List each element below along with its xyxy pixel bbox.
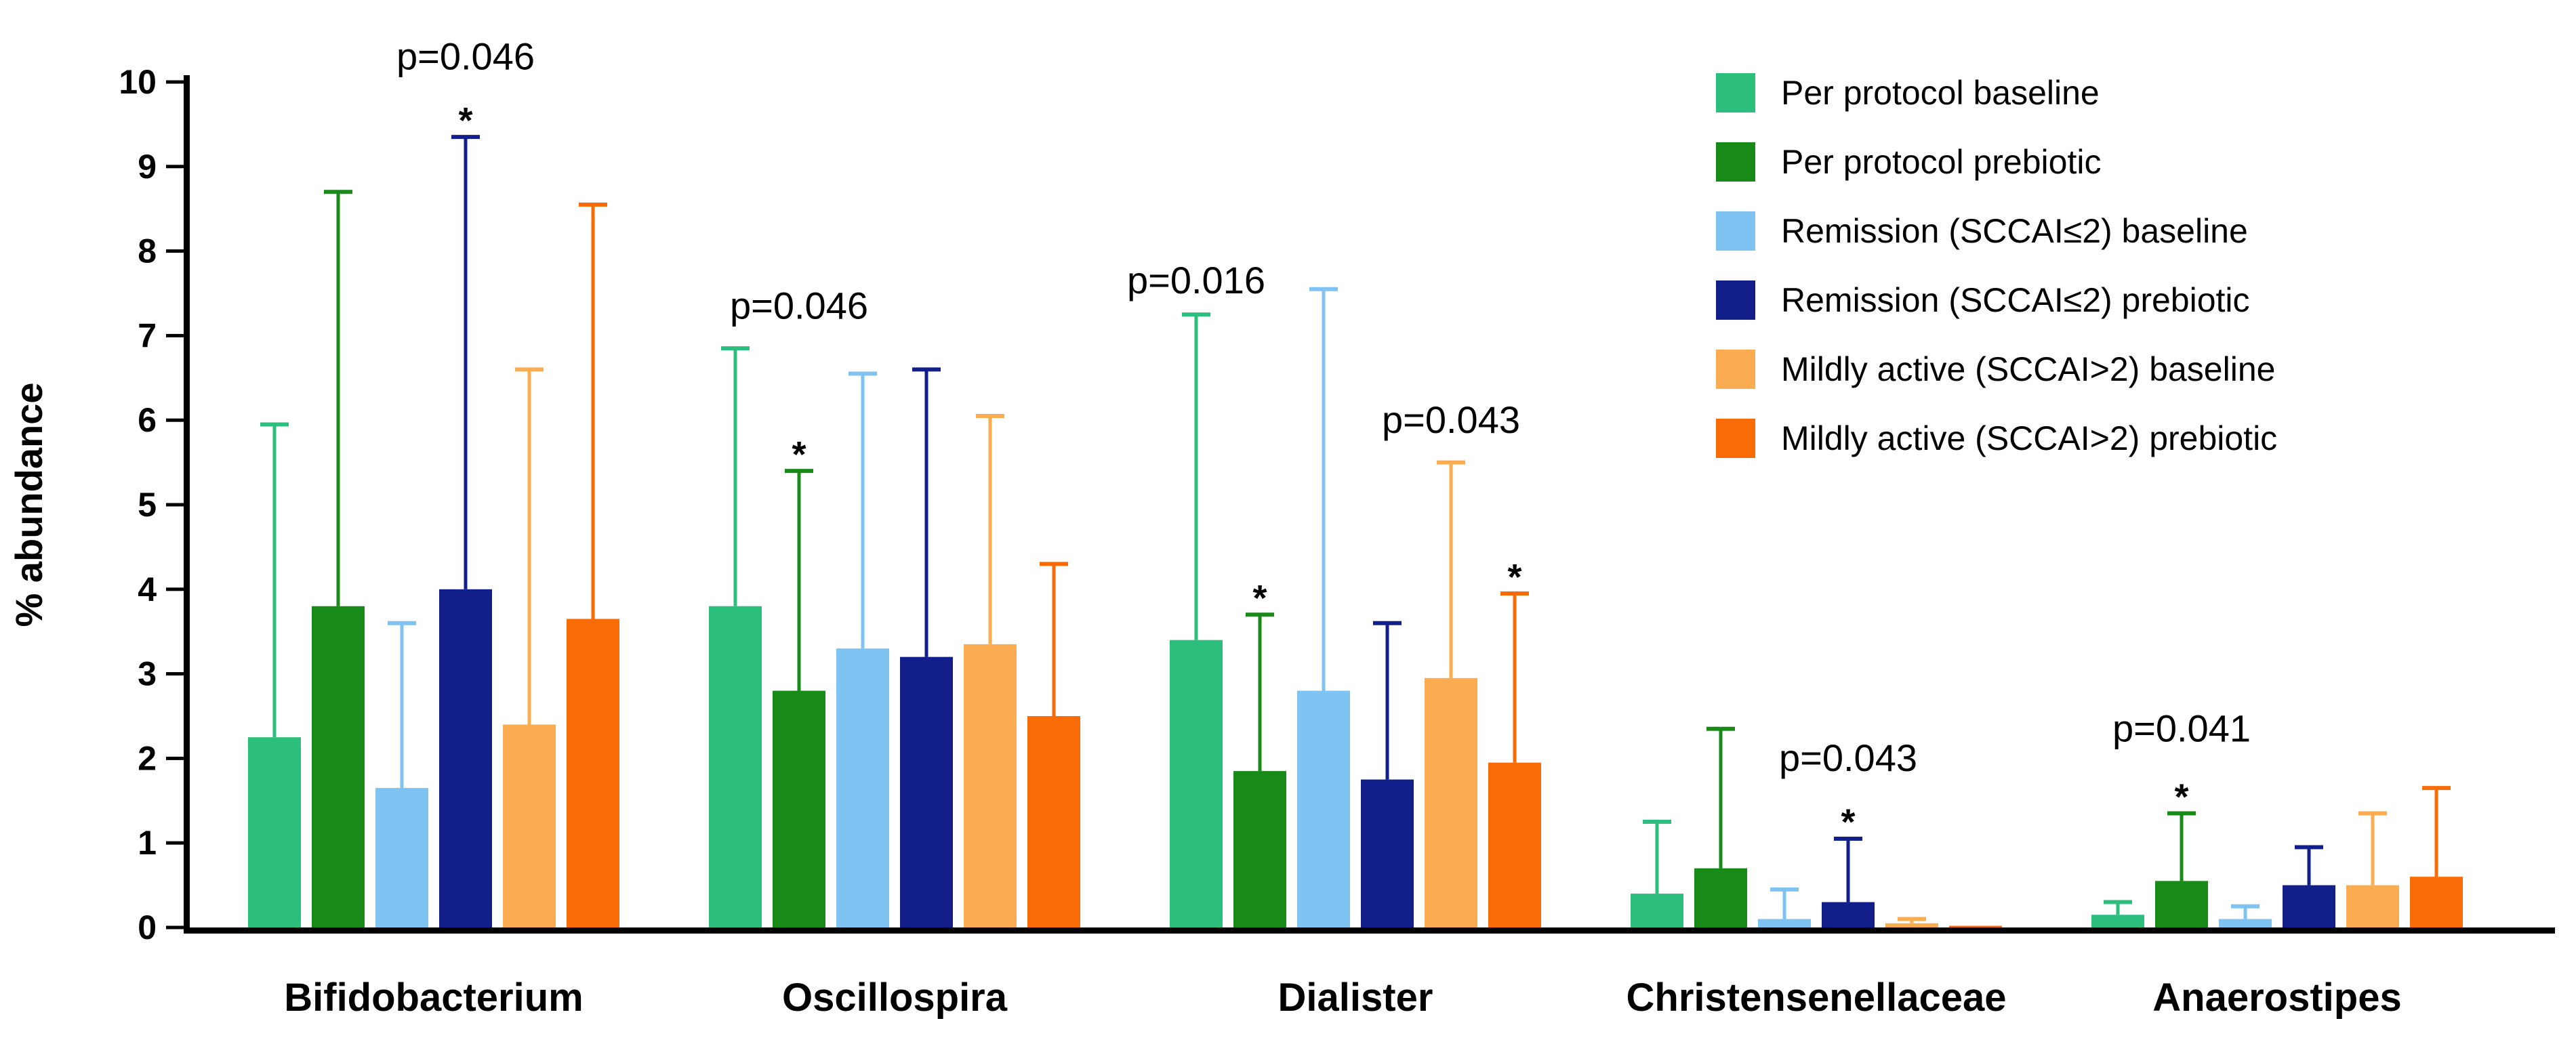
- y-tick: [166, 672, 184, 676]
- bar: [2155, 881, 2208, 927]
- y-tick: [166, 503, 184, 507]
- bar: [567, 619, 619, 927]
- significance-star: *: [792, 434, 806, 475]
- legend-label: Per protocol baseline: [1781, 74, 2100, 112]
- significance-star: *: [2174, 776, 2188, 817]
- p-value-label: p=0.041: [2112, 707, 2251, 749]
- y-axis-title: % abundance: [7, 383, 50, 627]
- y-tick: [166, 333, 184, 337]
- legend-label: Per protocol prebiotic: [1781, 143, 2101, 181]
- y-tick-label: 5: [138, 486, 157, 524]
- significance-star: *: [1507, 557, 1521, 598]
- legend-swatch: [1716, 419, 1755, 458]
- bar: [1425, 677, 1477, 927]
- y-tick: [166, 925, 184, 930]
- y-tick-label: 7: [138, 316, 157, 354]
- legend-swatch: [1716, 73, 1755, 112]
- y-tick-label: 6: [138, 401, 157, 439]
- y-tick: [166, 587, 184, 591]
- legend-label: Mildly active (SCCAI>2) prebiotic: [1781, 419, 2277, 457]
- y-tick: [166, 756, 184, 760]
- x-axis-line: [184, 927, 2555, 934]
- bar: [773, 690, 825, 927]
- x-category-label: Anaerostipes: [2152, 976, 2401, 1020]
- bar: [1949, 925, 2002, 927]
- legend-label: Remission (SCCAI≤2) baseline: [1781, 212, 2248, 250]
- y-tick-label: 9: [138, 148, 157, 186]
- y-tick: [166, 418, 184, 422]
- significance-star: *: [1841, 802, 1855, 843]
- bar: [900, 656, 953, 927]
- significance-star: *: [458, 100, 472, 141]
- x-category-label: Oscillospira: [782, 976, 1008, 1020]
- x-category-label: Bifidobacterium: [284, 976, 584, 1020]
- legend-label: Remission (SCCAI≤2) prebiotic: [1781, 281, 2250, 319]
- bar: [2410, 877, 2463, 927]
- y-tick-label: 2: [138, 739, 157, 777]
- y-tick-label: 3: [138, 655, 157, 693]
- bar: [1170, 640, 1223, 927]
- bar: [836, 648, 889, 927]
- bar: [709, 606, 762, 927]
- legend-label: Mildly active (SCCAI>2) baseline: [1781, 350, 2275, 388]
- bar: [1297, 690, 1350, 927]
- bar: [248, 737, 301, 927]
- significance-star: *: [1252, 578, 1267, 619]
- bar: [312, 606, 365, 927]
- bar: [375, 788, 428, 927]
- legend-swatch: [1716, 142, 1755, 182]
- bar: [1488, 762, 1541, 927]
- bar: [2283, 885, 2335, 927]
- y-tick-label: 8: [138, 232, 157, 270]
- bar: [1758, 919, 1811, 927]
- bar: [2346, 885, 2399, 927]
- x-category-label: Dialister: [1278, 976, 1433, 1020]
- legend-swatch: [1716, 350, 1755, 389]
- p-value-label: p=0.046: [396, 35, 535, 77]
- bar: [1822, 902, 1875, 927]
- p-value-label: p=0.043: [1382, 398, 1520, 441]
- bar: [1694, 868, 1747, 927]
- bar: [2219, 919, 2272, 927]
- bar: [1027, 716, 1080, 927]
- bar: [1885, 923, 1938, 927]
- legend-swatch: [1716, 280, 1755, 320]
- bar: [1361, 779, 1414, 927]
- p-value-label: p=0.046: [730, 284, 868, 327]
- y-tick: [166, 165, 184, 169]
- y-tick-label: 4: [138, 570, 157, 608]
- y-tick-label: 0: [138, 909, 157, 946]
- bar: [1631, 894, 1683, 927]
- bar: [2091, 915, 2144, 927]
- legend-swatch: [1716, 211, 1755, 251]
- y-tick-label: 1: [138, 824, 157, 862]
- p-value-label: p=0.016: [1127, 259, 1265, 301]
- bar: [1233, 771, 1286, 927]
- y-tick-label: 10: [119, 63, 157, 101]
- bar: [503, 724, 556, 927]
- y-tick: [166, 80, 184, 84]
- bar: [964, 644, 1017, 927]
- x-category-label: Christensenellaceae: [1627, 976, 2007, 1020]
- y-axis-line: [184, 75, 190, 934]
- y-tick: [166, 249, 184, 253]
- bar: [439, 589, 492, 927]
- y-tick: [166, 841, 184, 845]
- p-value-label: p=0.043: [1779, 736, 1917, 779]
